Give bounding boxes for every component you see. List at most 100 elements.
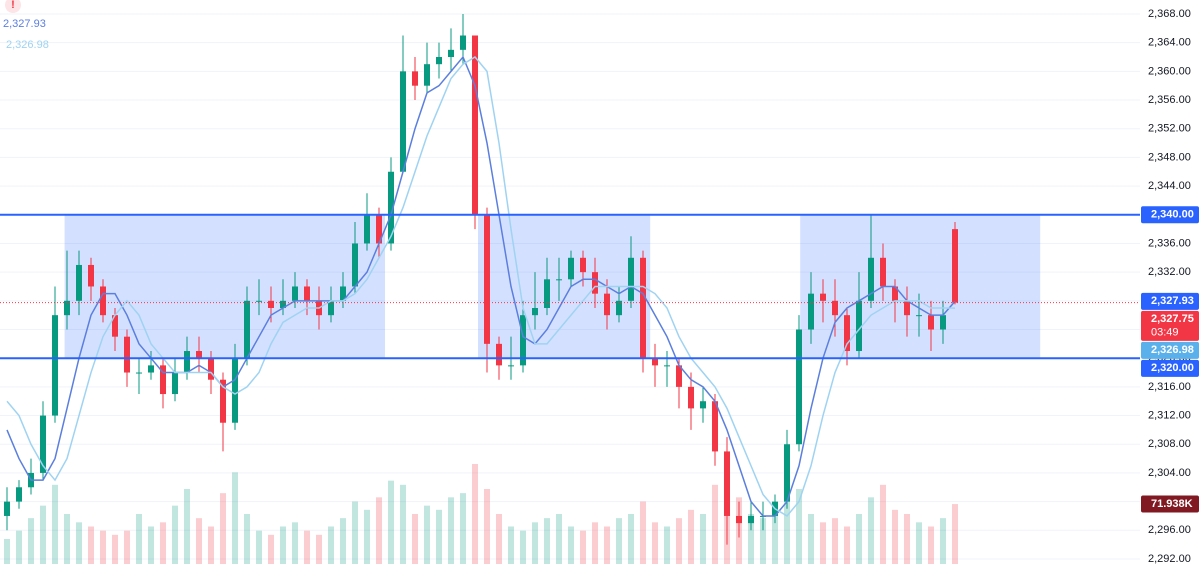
price-badge	[1141, 310, 1199, 341]
volume-bar	[28, 518, 34, 564]
volume-bar	[448, 497, 454, 564]
volume-bar	[424, 505, 430, 564]
candle-body	[472, 35, 478, 215]
candle-body	[172, 372, 178, 395]
candle-body	[688, 386, 694, 409]
zone	[800, 214, 1041, 359]
volume-bar	[124, 530, 130, 564]
candle-body	[112, 315, 118, 337]
volume-bar	[244, 514, 250, 564]
volume-bar	[40, 505, 46, 564]
volume-bar	[304, 530, 310, 564]
candle-body	[412, 71, 418, 86]
volume-bar	[148, 526, 154, 564]
candle-body	[244, 300, 250, 359]
volume-bar	[940, 518, 946, 564]
candle-body	[460, 35, 466, 50]
volume-bar	[280, 526, 286, 564]
y-tick-label: 2,348.00	[1148, 151, 1191, 163]
y-tick-label: 2,364.00	[1148, 37, 1191, 49]
candle-body	[328, 300, 334, 316]
candle-body	[904, 300, 910, 316]
volume-bar	[904, 514, 910, 564]
candle-body	[856, 300, 862, 352]
volume-bar	[592, 522, 598, 564]
volume-bar	[232, 472, 238, 564]
candle-body	[544, 279, 550, 308]
volume-bar	[604, 526, 610, 564]
y-tick-label: 2,332.00	[1148, 266, 1191, 278]
moving-average	[6, 55, 956, 517]
candle-body	[928, 315, 934, 330]
candle-body	[736, 515, 742, 524]
candle-body	[952, 229, 958, 303]
moving-average	[6, 56, 956, 517]
candle-body	[304, 286, 310, 301]
candle-body	[64, 300, 70, 316]
volume-bar	[820, 522, 826, 564]
volume-bar	[376, 497, 382, 564]
candle-body	[784, 444, 790, 502]
candle-body	[820, 293, 826, 301]
candle-body	[940, 315, 946, 330]
price-badge-label: 2,320.00	[1151, 362, 1194, 374]
candle-body	[448, 49, 454, 58]
volume-bar	[64, 514, 70, 564]
candle-body	[256, 300, 262, 302]
candle-body	[340, 286, 346, 301]
volume-bar	[316, 534, 322, 564]
volume-bar	[928, 526, 934, 564]
candle-body	[616, 300, 622, 316]
price-badge-label: 2,327.93	[1151, 295, 1194, 307]
candle-body	[892, 286, 898, 301]
volume-bar	[556, 514, 562, 564]
volume-bar	[760, 518, 766, 564]
candle-body	[136, 372, 142, 374]
volume-bar	[436, 509, 442, 564]
candle-body	[808, 293, 814, 330]
volume-bar	[952, 504, 958, 564]
volume-bar	[472, 464, 478, 564]
candle-body	[676, 365, 682, 387]
volume-bar	[196, 518, 202, 564]
candle-body	[832, 300, 838, 316]
volume-bar	[544, 518, 550, 564]
volume-bar	[160, 522, 166, 564]
volume-bar	[328, 526, 334, 564]
y-tick-label: 2,296.00	[1148, 524, 1191, 536]
volume-bar	[352, 501, 358, 564]
candle-body	[400, 71, 406, 172]
volume-bar	[52, 484, 58, 564]
volume-bar	[292, 522, 298, 564]
volume-bar	[580, 530, 586, 564]
y-tick-label: 2,356.00	[1148, 94, 1191, 106]
volume-bar	[508, 526, 514, 564]
volume-bar	[364, 509, 370, 564]
candle-body	[352, 243, 358, 287]
volume-bar	[112, 534, 118, 564]
candle-body	[232, 358, 238, 423]
price-badge-label: 2,327.75	[1151, 313, 1194, 325]
volume-bar	[880, 484, 886, 564]
candle-body	[628, 257, 634, 301]
candle-body	[880, 257, 886, 287]
candle-body	[532, 307, 538, 316]
y-tick-label: 2,292.00	[1148, 553, 1191, 564]
volume-bar	[808, 514, 814, 564]
volume-bar	[136, 514, 142, 564]
candle-body	[292, 286, 298, 301]
price-badge	[1141, 359, 1199, 377]
volume-bar	[16, 530, 22, 564]
y-tick-label: 2,368.00	[1148, 8, 1191, 20]
candle-body	[148, 365, 154, 373]
candle-body	[40, 415, 46, 473]
candle-body	[568, 257, 574, 280]
volume-bar	[664, 526, 670, 564]
volume-bar	[616, 518, 622, 564]
candle-body	[4, 501, 10, 516]
volume-bar	[640, 501, 646, 564]
volume-bar	[532, 522, 538, 564]
price-badge-label: 2,326.98	[1151, 344, 1194, 356]
volume-bar	[784, 493, 790, 564]
candle-body	[280, 300, 286, 308]
